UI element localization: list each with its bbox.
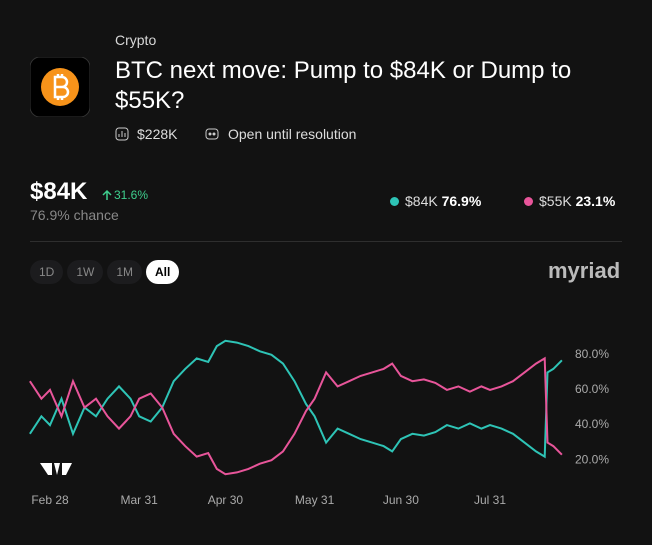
y-tick-label: 20.0% xyxy=(575,452,609,466)
series-line xyxy=(29,339,563,459)
range-selector: 1D 1W 1M All xyxy=(30,260,180,284)
legend-item: $55K 23.1% xyxy=(524,193,615,209)
market-title: BTC next move: Pump to $84K or Dump to $… xyxy=(115,57,572,114)
category: Crypto xyxy=(115,32,157,48)
legend-value: 23.1% xyxy=(575,193,616,209)
legend-name: $55K xyxy=(539,193,572,209)
range-button[interactable]: 1D xyxy=(30,260,64,284)
y-tick-label: 60.0% xyxy=(575,382,609,396)
range-button[interactable]: All xyxy=(146,260,180,284)
x-tick-label: May 31 xyxy=(295,493,335,507)
range-button[interactable]: 1M xyxy=(107,260,143,284)
status-icon xyxy=(205,128,219,140)
legend-item: $84K 76.9% xyxy=(390,193,481,209)
legend-value: 76.9% xyxy=(441,193,482,209)
range-button[interactable]: 1W xyxy=(67,260,104,284)
status: Open until resolution xyxy=(228,126,357,142)
price: $84K xyxy=(30,178,88,205)
volume-icon xyxy=(115,127,129,141)
market-icon xyxy=(30,57,90,117)
chart: 20.0% 40.0% 60.0% 80.0% Feb 28 Mar 31 Apr 30 Ma… xyxy=(29,339,609,507)
x-tick-label: Jul 31 xyxy=(474,493,506,507)
x-tick-label: Mar 31 xyxy=(120,493,158,507)
separator xyxy=(30,241,622,242)
x-tick-label: Feb 28 xyxy=(31,493,69,507)
brand: myriad xyxy=(548,258,621,283)
chance: 76.9% chance xyxy=(30,207,119,223)
series-line xyxy=(29,356,563,476)
legend-name: $84K xyxy=(405,193,438,209)
tv-logo xyxy=(40,463,72,475)
change: 31.6% xyxy=(114,188,149,202)
y-tick-label: 80.0% xyxy=(575,347,609,361)
volume: $228K xyxy=(137,126,178,142)
x-tick-label: Apr 30 xyxy=(208,493,244,507)
x-tick-label: Jun 30 xyxy=(383,493,419,507)
y-tick-label: 40.0% xyxy=(575,417,609,431)
up-arrow xyxy=(102,189,112,200)
